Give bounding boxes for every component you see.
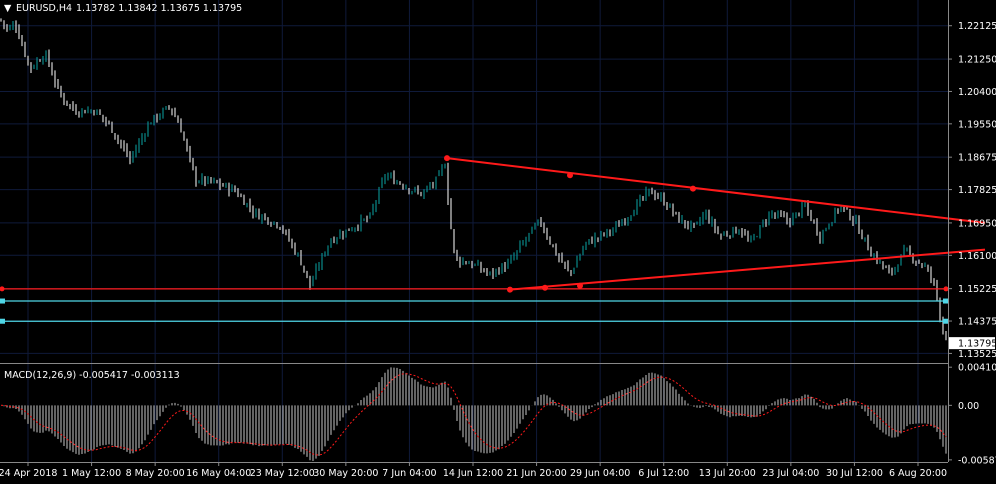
hline-handle[interactable]	[943, 286, 949, 292]
hline-handle[interactable]	[943, 298, 948, 304]
hline-handle[interactable]	[943, 318, 948, 324]
trendline-upper[interactable]	[446, 157, 986, 224]
price-tick-label: 1.22125	[958, 21, 996, 32]
chart-header: ▼ EURUSD,H4 1.13782 1.13842 1.13675 1.13…	[4, 3, 242, 14]
macd-tick-label: -0.00587	[958, 455, 996, 466]
macd-tick-label: 0.004106	[958, 363, 996, 374]
time-tick-label: 6 Jul 12:00	[638, 468, 689, 479]
trendline-lower-anchor[interactable]	[577, 282, 583, 289]
price-tick-label: 1.14375	[958, 317, 996, 328]
time-tick-label: 14 Jun 12:00	[443, 468, 503, 479]
price-panel[interactable]	[0, 18, 986, 341]
time-tick-label: 23 May 12:00	[250, 468, 315, 479]
trendline-upper-anchor[interactable]	[444, 155, 450, 162]
chart-grid	[0, 0, 948, 462]
price-tick-label: 1.16950	[958, 218, 996, 229]
time-tick-label: 13 Jul 20:00	[699, 468, 756, 479]
trendline-upper-anchor[interactable]	[567, 172, 573, 179]
time-tick-label: 6 Aug 20:00	[889, 468, 947, 479]
time-tick-label: 29 Jun 04:00	[570, 468, 630, 479]
price-tick-label: 1.16100	[958, 251, 996, 262]
time-tick-label: 23 Jul 04:00	[762, 468, 819, 479]
price-tick-label: 1.15225	[958, 284, 996, 295]
time-tick-label: 16 May 04:00	[186, 468, 251, 479]
price-tick-label: 1.19550	[958, 119, 996, 130]
time-tick-label: 7 Jun 04:00	[382, 468, 436, 479]
time-tick-label: 1 May 12:00	[62, 468, 121, 479]
hline-handle[interactable]	[0, 318, 5, 324]
price-tick-label: 1.20400	[958, 87, 996, 98]
hline-handle[interactable]	[0, 298, 5, 304]
header-arrow[interactable]: ▼	[4, 3, 12, 14]
trendline-lower-anchor[interactable]	[542, 284, 548, 291]
macd-panel[interactable]	[0, 367, 947, 461]
price-tick-label: 1.21250	[958, 55, 996, 66]
time-tick-label: 30 Jul 12:00	[826, 468, 883, 479]
hline-handle[interactable]	[0, 286, 5, 292]
price-tick-label: 1.18675	[958, 153, 996, 164]
header-symbol: EURUSD,H4	[16, 3, 72, 14]
macd-label: MACD(12,26,9) -0.005417 -0.003113	[4, 370, 180, 381]
time-tick-label: 8 May 20:00	[126, 468, 185, 479]
trendline-lower[interactable]	[509, 248, 986, 291]
time-tick-label: 24 Apr 2018	[0, 468, 57, 479]
price-tick-label: 1.13525	[958, 349, 996, 360]
time-tick-label: 21 Jun 20:00	[506, 468, 566, 479]
header-quote: 1.13782 1.13842 1.13675 1.13795	[76, 3, 242, 14]
price-tick-label: 1.17825	[958, 185, 996, 196]
current-price-label: 1.13795	[958, 339, 996, 350]
trendline-upper-anchor[interactable]	[690, 185, 696, 192]
macd-tick-label: 0.00	[958, 401, 979, 412]
time-tick-label: 30 May 20:00	[313, 468, 378, 479]
macd-signal-line	[0, 373, 947, 456]
current-price-box	[949, 337, 995, 350]
trendline-lower-anchor[interactable]	[507, 286, 513, 293]
